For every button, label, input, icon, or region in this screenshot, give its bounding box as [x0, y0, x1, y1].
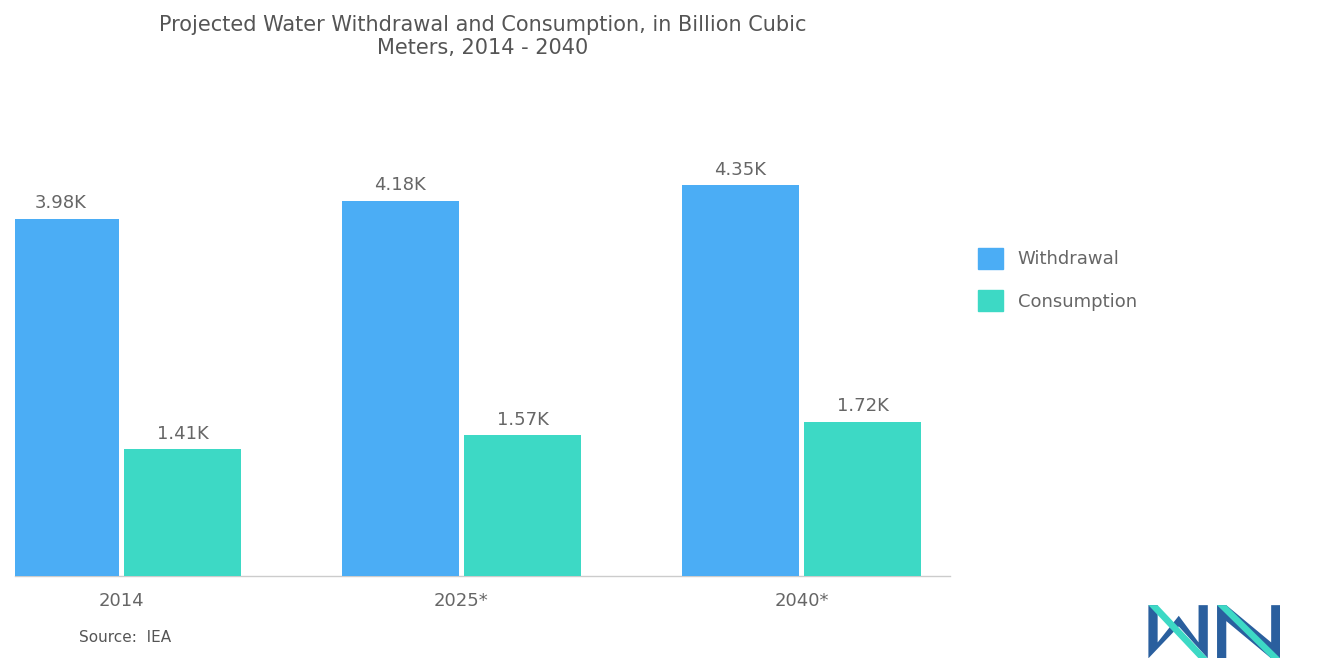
- Bar: [342, 201, 459, 576]
- Bar: [1, 219, 119, 576]
- Bar: [804, 422, 921, 576]
- Polygon shape: [1148, 605, 1208, 658]
- Polygon shape: [1217, 605, 1280, 658]
- Text: 4.35K: 4.35K: [714, 161, 767, 179]
- Polygon shape: [1148, 605, 1208, 658]
- Text: 1.72K: 1.72K: [837, 397, 888, 416]
- Bar: [124, 450, 240, 576]
- Text: 3.98K: 3.98K: [34, 194, 86, 212]
- Title: Projected Water Withdrawal and Consumption, in Billion Cubic
Meters, 2014 - 2040: Projected Water Withdrawal and Consumpti…: [158, 15, 807, 59]
- Bar: [465, 435, 581, 576]
- Legend: Withdrawal, Consumption: Withdrawal, Consumption: [969, 239, 1146, 321]
- Bar: [682, 186, 799, 576]
- Polygon shape: [1217, 605, 1280, 658]
- Text: 1.41K: 1.41K: [157, 425, 209, 443]
- Text: 4.18K: 4.18K: [375, 176, 426, 194]
- Text: Source:  IEA: Source: IEA: [79, 630, 172, 645]
- Text: 1.57K: 1.57K: [496, 411, 549, 429]
